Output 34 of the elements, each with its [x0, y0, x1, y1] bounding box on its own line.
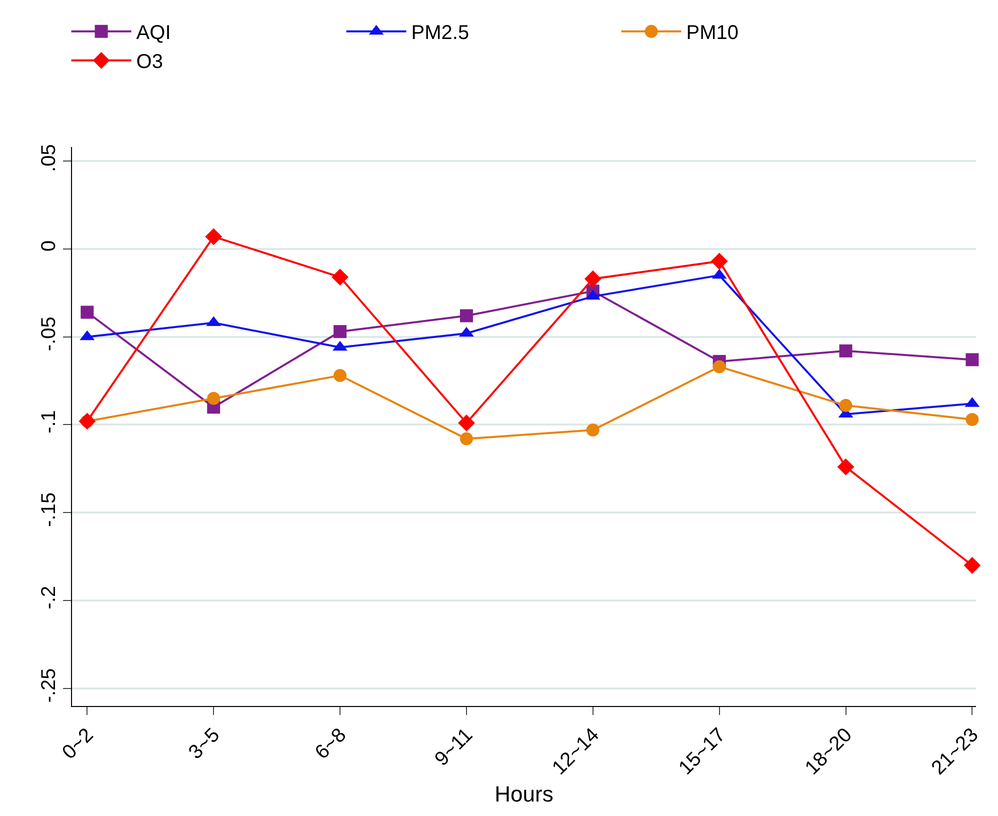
point [334, 325, 347, 338]
point [334, 369, 347, 382]
point [458, 414, 475, 432]
point [460, 309, 473, 322]
point [712, 360, 726, 374]
point [837, 458, 854, 476]
y-tick-label: -.15 [38, 492, 60, 527]
point [586, 424, 600, 437]
point [710, 252, 728, 270]
x-tick-label: 0~2 [58, 724, 98, 764]
point [964, 556, 981, 574]
y-tick-label: -.05 [38, 316, 60, 352]
point [839, 344, 852, 358]
x-axis-title: Hours [494, 781, 554, 806]
legend-label: PM2.5 [411, 22, 470, 44]
point [584, 270, 602, 288]
y-tick-label: -.25 [38, 668, 60, 703]
point [207, 392, 220, 405]
x-tick-label: 6~8 [311, 724, 351, 764]
legend-label: PM10 [686, 22, 739, 44]
point [839, 398, 852, 412]
y-tick-label: -.1 [38, 410, 60, 434]
y-tick-label: .05 [38, 144, 60, 172]
x-tick-label: 3~5 [184, 724, 224, 764]
legend-label: AQI [136, 22, 171, 44]
point [966, 412, 979, 426]
point [205, 228, 222, 246]
point [966, 353, 979, 366]
y-tick-label: 0 [38, 240, 60, 252]
y-tick-label: -.2 [38, 586, 60, 610]
point [80, 306, 94, 319]
legend-label: O3 [136, 51, 163, 74]
point [332, 268, 348, 286]
point [460, 432, 473, 446]
